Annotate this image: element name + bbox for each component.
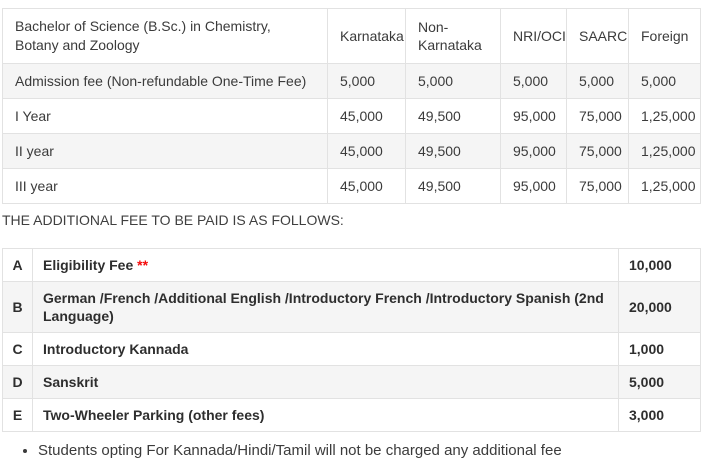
fee-value: 75,000	[566, 98, 629, 134]
table-row-introductory-kannada: C Introductory Kannada 1,000	[2, 332, 701, 366]
fee-amount: 5,000	[618, 365, 701, 399]
table-row-year-2: II year 45,000 49,500 95,000 75,000 1,25…	[2, 133, 701, 169]
row-label: II year	[2, 133, 328, 169]
fee-value: 75,000	[566, 168, 629, 204]
fee-value: 45,000	[327, 168, 406, 204]
notes-list: Students opting For Kannada/Hindi/Tamil …	[24, 441, 702, 461]
row-label: I Year	[2, 98, 328, 134]
row-code: A	[2, 248, 33, 282]
column-header-nri-oci: NRI/OCI	[500, 8, 567, 64]
row-code: C	[2, 332, 33, 366]
fee-value: 95,000	[500, 133, 567, 169]
additional-fee-heading: THE ADDITIONAL FEE TO BE PAID IS AS FOLL…	[2, 212, 344, 228]
table-row-eligibility-fee: A Eligibility Fee ** 10,000	[2, 248, 701, 282]
program-fee-table: Bachelor of Science (B.Sc.) in Chemistry…	[2, 8, 701, 204]
fee-value: 5,000	[327, 63, 406, 99]
row-code: E	[2, 398, 33, 432]
fee-value: 5,000	[566, 63, 629, 99]
column-header-non-karnataka: Non-Karnataka	[405, 8, 501, 64]
fee-value: 1,25,000	[628, 168, 701, 204]
fee-amount: 10,000	[618, 248, 701, 282]
row-label: Sanskrit	[32, 365, 619, 399]
row-label: Two-Wheeler Parking (other fees)	[32, 398, 619, 432]
row-label: III year	[2, 168, 328, 204]
fee-value: 1,25,000	[628, 98, 701, 134]
table-row-year-1: I Year 45,000 49,500 95,000 75,000 1,25,…	[2, 98, 701, 134]
row-label: Eligibility Fee **	[32, 248, 619, 282]
column-header-karnataka: Karnataka	[327, 8, 406, 64]
column-header-saarc: SAARC	[566, 8, 629, 64]
note-item: Students opting For Kannada/Hindi/Tamil …	[38, 441, 702, 461]
fee-value: 49,500	[405, 98, 501, 134]
table-row-two-wheeler-parking: E Two-Wheeler Parking (other fees) 3,000	[2, 398, 701, 432]
fee-value: 75,000	[566, 133, 629, 169]
fee-value: 1,25,000	[628, 133, 701, 169]
fee-amount: 20,000	[618, 281, 701, 333]
table-row-admission-fee: Admission fee (Non-refundable One-Time F…	[2, 63, 701, 99]
fee-value: 45,000	[327, 98, 406, 134]
required-asterisk: **	[137, 257, 149, 273]
program-title: Bachelor of Science (B.Sc.) in Chemistry…	[2, 8, 328, 64]
fee-amount: 1,000	[618, 332, 701, 366]
additional-fee-table: A Eligibility Fee ** 10,000 B German /Fr…	[2, 248, 701, 432]
fee-value: 49,500	[405, 133, 501, 169]
fee-value: 5,000	[500, 63, 567, 99]
fee-value: 95,000	[500, 168, 567, 204]
fee-value: 95,000	[500, 98, 567, 134]
fee-label: Eligibility Fee	[43, 257, 134, 273]
fee-value: 45,000	[327, 133, 406, 169]
table-row-second-language: B German /French /Additional English /In…	[2, 281, 701, 333]
fee-table-header-row: Bachelor of Science (B.Sc.) in Chemistry…	[2, 8, 701, 64]
fee-value: 5,000	[628, 63, 701, 99]
row-code: B	[2, 281, 33, 333]
table-row-sanskrit: D Sanskrit 5,000	[2, 365, 701, 399]
row-label: Admission fee (Non-refundable One-Time F…	[2, 63, 328, 99]
row-code: D	[2, 365, 33, 399]
table-row-year-3: III year 45,000 49,500 95,000 75,000 1,2…	[2, 168, 701, 204]
fee-value: 49,500	[405, 168, 501, 204]
row-label: German /French /Additional English /Intr…	[32, 281, 619, 333]
column-header-foreign: Foreign	[628, 8, 701, 64]
fee-amount: 3,000	[618, 398, 701, 432]
row-label: Introductory Kannada	[32, 332, 619, 366]
fee-value: 5,000	[405, 63, 501, 99]
